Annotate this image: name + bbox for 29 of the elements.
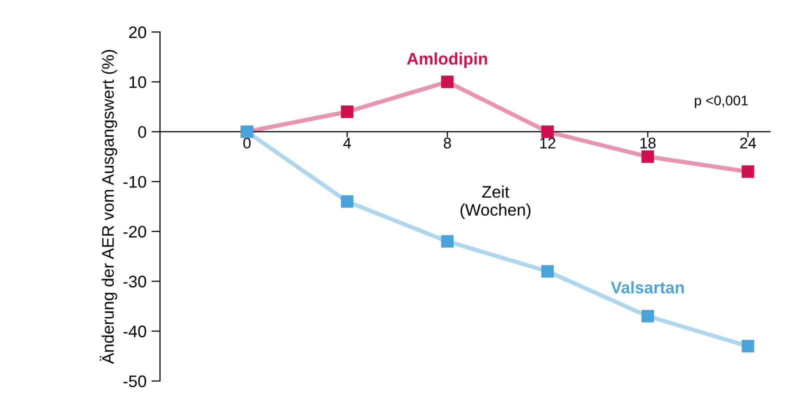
point	[340, 106, 354, 118]
y-tick-label: -20	[123, 226, 146, 238]
point	[642, 150, 654, 163]
y-axis-title: Änderung der AER vom Ausgangswert (%)	[100, 50, 118, 364]
x-tick-label: 12	[540, 138, 556, 148]
x-tick-label: 4	[343, 138, 351, 148]
x-tick-label: 0	[243, 138, 251, 148]
y-tick-label: -10	[123, 176, 146, 188]
point	[742, 165, 754, 178]
x-tick-label: 24	[740, 138, 756, 148]
point	[541, 125, 554, 138]
y-tick-label: 20	[129, 26, 146, 38]
point	[742, 340, 754, 352]
point	[441, 235, 454, 248]
y-tick-label: -30	[123, 276, 146, 288]
x-tick-label: 18	[640, 138, 656, 148]
x-axis-title: Zeit (Wochen)	[460, 186, 530, 220]
y-tick-label: 10	[130, 76, 146, 88]
point	[340, 195, 354, 208]
y-tick-label: -40	[123, 326, 146, 338]
series-label: Amlodipin	[407, 52, 488, 68]
point	[642, 310, 654, 322]
series-label: Valsartan	[610, 281, 684, 294]
annotation: p <0,001	[694, 96, 748, 108]
y-tick-label: 0	[138, 126, 146, 138]
x-tick-label: 8	[444, 138, 451, 148]
point	[541, 265, 554, 278]
y-tick-label: -50	[123, 375, 146, 388]
point	[441, 76, 454, 88]
